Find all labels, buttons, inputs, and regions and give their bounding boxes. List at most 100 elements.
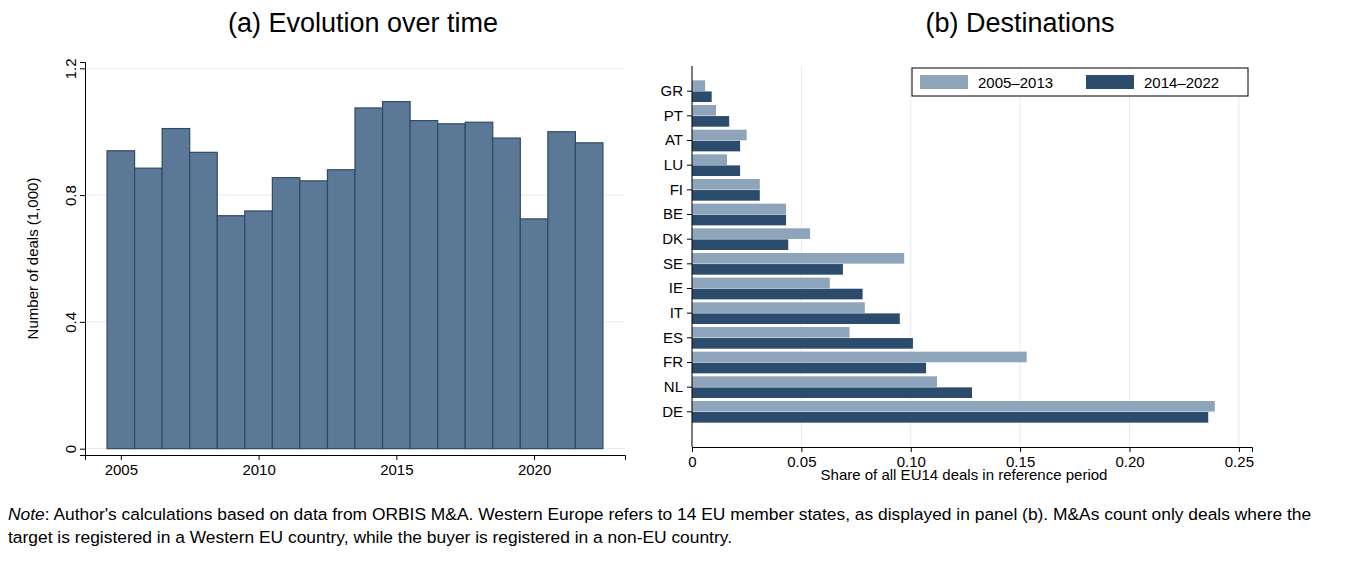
tick: BE	[663, 205, 692, 222]
tick-label: DK	[662, 230, 683, 247]
bars	[107, 102, 603, 449]
bar	[692, 204, 786, 215]
tick-label: BE	[663, 205, 683, 222]
bar	[410, 121, 438, 449]
tick-label: 2005	[105, 461, 138, 478]
legend-swatch	[920, 75, 968, 89]
grid	[692, 66, 1239, 447]
bar	[107, 151, 135, 449]
grid-line	[1020, 66, 1021, 447]
tick: IE	[669, 279, 692, 296]
y-axis: GRPTATLUFIBEDKSEIEITESFRNLDE	[661, 66, 693, 447]
bar	[272, 178, 300, 449]
tick-label: 2010	[242, 461, 275, 478]
bar	[575, 143, 603, 449]
legend: 2005–2013 2014–2022	[912, 68, 1248, 96]
legend-swatch	[1086, 75, 1134, 89]
tick-label: AT	[665, 131, 683, 148]
bar	[135, 168, 163, 448]
tick: DE	[662, 403, 692, 420]
tick: NL	[664, 378, 692, 395]
bar	[692, 302, 865, 313]
bar	[692, 387, 972, 398]
tick: 2010	[242, 455, 275, 478]
grid-line	[1129, 66, 1130, 447]
bar	[692, 190, 760, 201]
tick-mark	[801, 447, 802, 452]
bar	[692, 80, 705, 91]
bar-series	[692, 91, 1208, 422]
tick: 0.05	[787, 447, 816, 470]
tick-label: 0.8	[62, 185, 79, 206]
tick-mark	[687, 115, 692, 116]
tick-label: GR	[661, 82, 684, 99]
tick-label: 2020	[518, 461, 551, 478]
tick-mark	[687, 263, 692, 264]
bar	[692, 412, 1208, 423]
tick-mark	[687, 387, 692, 388]
tick: 0.4	[62, 312, 85, 333]
tick: SE	[663, 255, 692, 272]
bar-series	[692, 80, 1215, 411]
grid-line	[1238, 66, 1239, 447]
legend-label: 2005–2013	[978, 74, 1053, 91]
tick-mark	[396, 455, 397, 460]
bar	[692, 401, 1215, 412]
x-axis: 2005201020152020	[86, 455, 626, 478]
note-label: Note	[8, 504, 45, 524]
bar	[692, 239, 788, 250]
tick-mark	[1020, 447, 1021, 452]
tick: 0.25	[1225, 447, 1254, 470]
legend-box	[912, 68, 1248, 96]
axis-line	[86, 456, 626, 461]
note-text: : Author's calculations based on data fr…	[8, 504, 1311, 547]
tick-mark	[259, 455, 260, 460]
tick-label: FI	[670, 181, 683, 198]
tick: LU	[664, 156, 692, 173]
tick-label: 1.2	[62, 58, 79, 79]
tick-mark	[687, 189, 692, 190]
bar	[245, 211, 273, 449]
bar	[692, 289, 863, 300]
tick: GR	[661, 82, 693, 99]
tick: 2005	[105, 455, 138, 478]
title: (b) Destinations	[925, 8, 1114, 38]
bar	[190, 152, 218, 448]
tick-mark	[121, 455, 122, 460]
tick-label: FR	[663, 353, 683, 370]
tick-mark	[687, 337, 692, 338]
tick: 0	[688, 447, 696, 470]
bar	[692, 253, 904, 264]
tick-mark	[687, 91, 692, 92]
bar	[692, 179, 760, 190]
tick: FI	[670, 181, 692, 198]
axis-line	[692, 66, 693, 447]
x-axis-title: Share of all EU14 deals in reference per…	[821, 466, 1108, 483]
bar	[692, 105, 716, 116]
bar	[217, 216, 245, 449]
axis-line	[693, 448, 1253, 453]
bar	[692, 278, 830, 289]
grid-line	[85, 68, 625, 69]
bar	[692, 228, 810, 239]
bar	[465, 122, 493, 448]
tick: 0.20	[1115, 447, 1144, 470]
panel-a: (a) Evolution over time20052010201520200…	[24, 8, 626, 478]
bar	[692, 116, 729, 127]
tick-mark	[687, 313, 692, 314]
tick-mark	[80, 68, 85, 69]
tick-label: LU	[664, 156, 683, 173]
bar	[438, 124, 466, 449]
tick-label: ES	[663, 329, 683, 346]
tick-mark	[687, 411, 692, 412]
tick-mark	[687, 165, 692, 166]
legend-label: 2014–2022	[1144, 74, 1219, 91]
bar	[692, 313, 900, 324]
bar	[692, 363, 926, 374]
tick-label: DE	[662, 403, 683, 420]
tick-label: 0.4	[62, 312, 79, 333]
tick-mark	[911, 447, 912, 452]
bar	[520, 219, 548, 449]
tick: 0.8	[62, 185, 85, 206]
bar	[692, 376, 937, 387]
